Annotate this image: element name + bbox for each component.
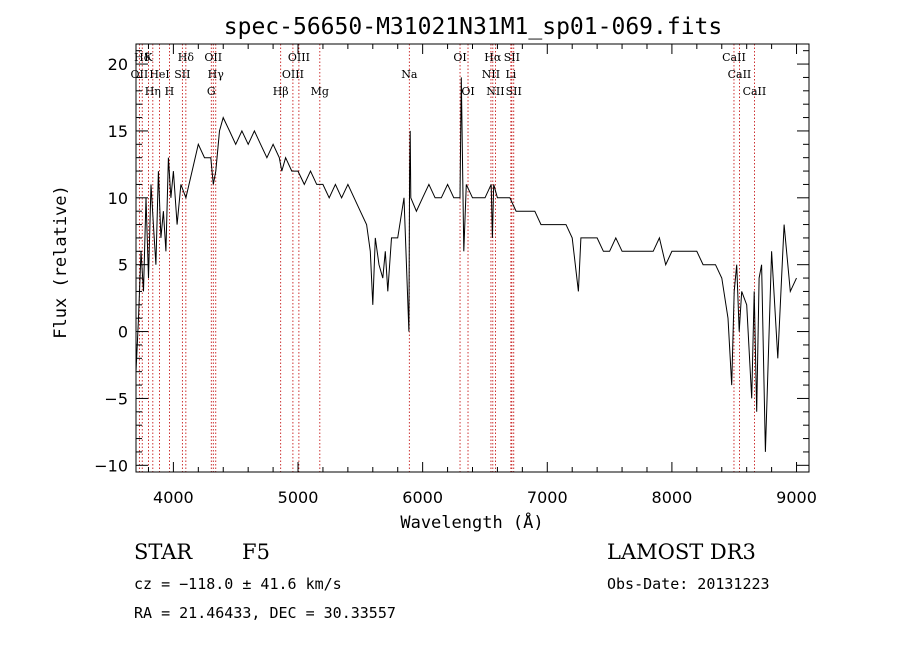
- line-label: Na: [401, 68, 418, 81]
- line-label: Hγ: [208, 68, 225, 81]
- y-tick-label: 0: [118, 323, 128, 342]
- spectrum-line: [135, 77, 797, 452]
- line-label: Hδ: [134, 51, 151, 64]
- line-label: Li: [505, 68, 516, 81]
- line-label: Hη: [145, 85, 161, 98]
- line-label: Hα: [484, 51, 502, 64]
- line-label: CaII: [743, 85, 767, 98]
- x-tick-label: 7000: [527, 488, 568, 507]
- line-label: HeI: [149, 68, 169, 81]
- redshift-velocity: cz = −118.0 ± 41.6 km/s: [134, 575, 342, 593]
- chart-title: spec-56650-M31021N31M1_sp01-069.fits: [224, 14, 723, 40]
- line-label: NII: [486, 85, 504, 98]
- line-label: CaII: [728, 68, 752, 81]
- x-tick-label: 6000: [402, 488, 443, 507]
- emission-line-markers: [138, 44, 755, 472]
- line-label: Hβ: [273, 85, 289, 98]
- x-tick-label: 5000: [278, 488, 319, 507]
- ra-dec-coordinates: RA = 21.46433, DEC = 30.33557: [134, 604, 396, 622]
- plot-frame: [135, 43, 810, 473]
- line-label: OIII: [288, 51, 310, 64]
- survey-name: LAMOST DR3: [607, 540, 756, 564]
- line-label: OI: [453, 51, 466, 64]
- x-tick-label: 9000: [776, 488, 817, 507]
- x-tick-label: 4000: [153, 488, 194, 507]
- y-tick-label: 20: [108, 55, 128, 74]
- line-label: NII: [482, 68, 500, 81]
- line-label: H: [165, 85, 175, 98]
- y-tick-label: −10: [94, 456, 128, 475]
- y-tick-label: 5: [118, 256, 128, 275]
- line-label: OIII: [282, 68, 304, 81]
- line-label: Hδ: [178, 51, 195, 64]
- line-label: SII: [174, 68, 190, 81]
- observation-date: Obs-Date: 20131223: [607, 575, 770, 593]
- line-label: Mg: [311, 85, 329, 98]
- y-axis-label: Flux (relative): [51, 185, 71, 339]
- line-label: OI: [461, 85, 474, 98]
- line-label: SII: [506, 85, 522, 98]
- y-tick-label: 15: [108, 122, 128, 141]
- line-label: OII: [131, 68, 149, 81]
- x-tick-label: 8000: [652, 488, 693, 507]
- line-label: OII: [204, 51, 222, 64]
- y-tick-label: −5: [104, 389, 128, 408]
- line-label: CaII: [722, 51, 746, 64]
- line-label: K: [144, 51, 153, 64]
- line-label: SII: [504, 51, 520, 64]
- line-label: G: [207, 85, 216, 98]
- x-axis-label: Wavelength (Å): [400, 511, 543, 533]
- y-axis-ticks: −10 −5 0 5 10 15 20: [94, 50, 809, 475]
- x-axis-ticks: 4000 5000 6000 7000 8000 9000: [147, 44, 817, 507]
- y-tick-label: 10: [108, 189, 128, 208]
- object-class: STAR: [134, 540, 193, 564]
- object-subclass: F5: [242, 540, 270, 564]
